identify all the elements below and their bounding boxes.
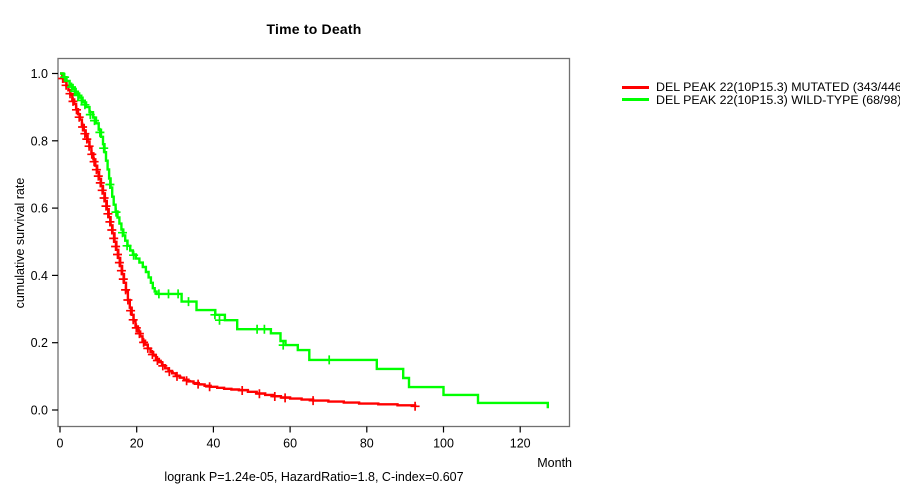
censor-mark-wildtype (95, 127, 105, 137)
censor-mark-mutated (89, 157, 99, 167)
censor-mark-mutated (103, 209, 113, 219)
legend-line-wildtype (622, 98, 649, 102)
censor-mark-mutated (139, 337, 149, 347)
censor-mark-wildtype (215, 315, 224, 325)
censor-mark-wildtype (90, 116, 99, 126)
y-tick-label: 0.8 (31, 134, 48, 148)
censor-mark-mutated (172, 371, 182, 381)
censor-mark-wildtype (173, 289, 183, 299)
censor-mark-wildtype (73, 90, 83, 100)
censor-mark-mutated (101, 201, 111, 211)
censor-mark-wildtype (259, 324, 269, 334)
censor-mark-mutated (128, 315, 138, 325)
km-curve-wildtype (60, 72, 549, 409)
censor-mark-wildtype (85, 110, 95, 120)
censor-mark-mutated (182, 376, 192, 386)
censor-mark-wildtype (184, 297, 193, 307)
censor-mark-wildtype (324, 355, 334, 365)
x-tick-label: 20 (130, 437, 144, 451)
censor-mark-mutated (109, 233, 119, 243)
x-axis-title: Month (537, 456, 572, 470)
censor-mark-mutated (82, 134, 92, 144)
y-tick-label: 0.2 (31, 336, 48, 350)
censor-mark-mutated (80, 129, 90, 139)
censor-mark-mutated (105, 217, 115, 227)
censor-mark-mutated (143, 343, 153, 353)
censor-mark-mutated (147, 350, 157, 359)
censor-mark-mutated (113, 250, 122, 259)
censor-mark-mutated (158, 361, 168, 371)
legend-label-wildtype: DEL PEAK 22(10P15.3) WILD-TYPE (68/98) (656, 92, 900, 107)
censor-mark-mutated (65, 89, 75, 99)
censor-mark-mutated (270, 392, 280, 401)
plot-title: Time to Death (266, 21, 362, 37)
censor-mark-mutated (99, 193, 109, 203)
censor-mark-mutated (410, 401, 420, 411)
x-tick-label: 0 (57, 437, 64, 451)
censor-mark-mutated (205, 382, 215, 392)
x-tick-label: 120 (510, 437, 531, 451)
censor-mark-wildtype (210, 310, 220, 320)
censor-mark-mutated (164, 367, 174, 377)
censor-mark-mutated (116, 266, 126, 276)
censor-mark-wildtype (278, 340, 288, 350)
censor-mark-wildtype (105, 180, 115, 189)
censor-mark-wildtype (118, 228, 127, 238)
censor-mark-mutated (107, 225, 117, 235)
censor-mark-mutated (84, 141, 94, 151)
x-tick-label: 40 (206, 437, 220, 451)
censor-mark-wildtype (80, 100, 90, 110)
x-tick-label: 100 (433, 437, 454, 451)
censor-mark-wildtype (122, 241, 132, 251)
legend-line-mutated (622, 85, 649, 89)
legend: DEL PEAK 22(10P15.3) MUTATED (343/446) D… (622, 81, 900, 106)
censor-mark-mutated (93, 171, 103, 181)
censor-mark-mutated (111, 242, 121, 251)
censor-mark-wildtype (111, 207, 121, 217)
y-tick-label: 0.4 (31, 269, 48, 283)
x-tick-label: 80 (360, 437, 374, 451)
legend-item-mutated: DEL PEAK 22(10P15.3) MUTATED (343/446) (622, 81, 900, 94)
y-tick-label: 0.0 (31, 404, 48, 418)
censor-mark-mutated (95, 178, 105, 188)
censor-mark-mutated (91, 165, 101, 175)
censor-mark-mutated (254, 389, 264, 399)
censor-mark-mutated (118, 274, 128, 284)
censor-mark-mutated (87, 149, 97, 159)
stats-annotation: logrank P=1.24e-05, HazardRatio=1.8, C-i… (164, 470, 464, 484)
censor-mark-mutated (123, 295, 133, 305)
censor-mark-mutated (114, 258, 124, 268)
censor-mark-mutated (78, 122, 88, 132)
plot-border (57, 57, 571, 428)
censor-mark-mutated (74, 112, 84, 122)
censor-mark-mutated (134, 329, 144, 339)
censor-mark-wildtype (60, 72, 70, 82)
censor-mark-wildtype (129, 250, 139, 260)
censor-mark-mutated (308, 396, 318, 406)
censor-mark-mutated (237, 386, 247, 395)
censor-mark-mutated (280, 393, 290, 403)
y-tick-label: 1.0 (31, 67, 48, 81)
y-axis-title: cumulative survival rate (13, 177, 27, 309)
censor-mark-mutated (131, 323, 141, 333)
censor-mark-wildtype (154, 289, 164, 299)
x-tick-label: 60 (283, 437, 297, 451)
y-tick-label: 0.6 (31, 202, 48, 216)
censor-mark-mutated (72, 105, 81, 115)
censor-mark-wildtype (164, 289, 173, 299)
censor-mark-wildtype (99, 143, 109, 153)
censor-mark-mutated (121, 285, 131, 295)
censor-mark-mutated (68, 96, 78, 106)
legend-item-wildtype: DEL PEAK 22(10P15.3) WILD-TYPE (68/98) (622, 92, 900, 107)
legend-label-mutated: DEL PEAK 22(10P15.3) MUTATED (343/446) (656, 80, 900, 94)
censor-mark-mutated (97, 185, 107, 195)
censor-mark-mutated (193, 379, 203, 389)
censor-mark-mutated (126, 306, 136, 316)
censor-mark-mutated (152, 356, 162, 365)
